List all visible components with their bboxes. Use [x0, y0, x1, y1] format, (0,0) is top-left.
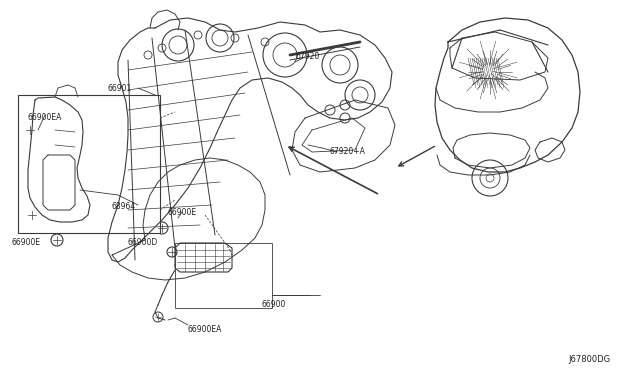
Text: 68964: 68964 [112, 202, 136, 211]
Text: 66900EA: 66900EA [28, 113, 62, 122]
Text: 66900E: 66900E [168, 208, 197, 217]
Text: 67920+A: 67920+A [330, 147, 366, 156]
Text: 66901: 66901 [107, 84, 131, 93]
Text: 66900D: 66900D [127, 238, 157, 247]
Text: 66900E: 66900E [12, 238, 41, 247]
Text: J67800DG: J67800DG [568, 355, 610, 364]
Bar [175, 243, 272, 308]
Text: 66900EA: 66900EA [188, 325, 222, 334]
Bar [18, 95, 160, 233]
Text: 66900: 66900 [262, 300, 286, 309]
Text: 67920: 67920 [295, 52, 319, 61]
